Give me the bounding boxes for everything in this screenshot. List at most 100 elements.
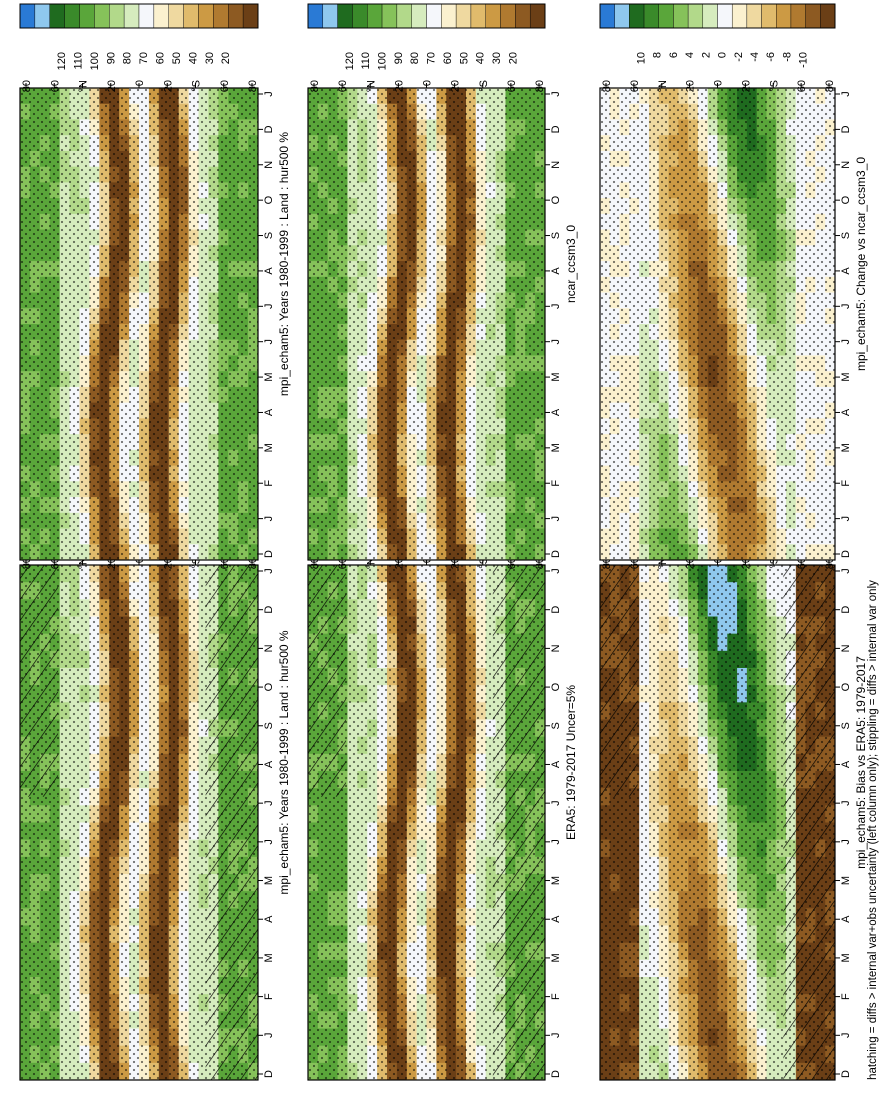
month-tick-label: A: [550, 915, 562, 923]
lat-tick-label: °S: [768, 557, 780, 569]
colorbar-tick-label: 6: [668, 52, 680, 58]
lat-tick-label: 80: [534, 80, 546, 92]
colorbar-swatch: [529, 3, 546, 29]
month-tick-label: O: [550, 195, 562, 204]
month-tick-label: A: [550, 267, 562, 275]
month-tick-label: M: [550, 876, 562, 885]
hatching-overlay: [600, 565, 638, 797]
figure-footer: hatching = diffs > internal var+obs unce…: [867, 580, 879, 1080]
colorbar: 10 8 6 4 2 0 -2 -4 -6 -8 -10: [599, 3, 836, 68]
colorbar-swatch: [109, 3, 125, 29]
lat-tick-label: 60: [49, 80, 61, 92]
colorbar-tick-label: 100: [89, 52, 101, 70]
lat-tick-label: 80: [247, 80, 259, 92]
month-tick-label: M: [263, 372, 275, 381]
lat-tick-label: °S: [478, 557, 490, 569]
month-tick-label: A: [550, 408, 562, 416]
lat-tick-label: °N: [657, 80, 669, 92]
lat-tick-label: 60: [337, 80, 349, 92]
month-tick-label: J: [263, 568, 275, 574]
month-tick-label: F: [840, 480, 852, 487]
month-tick-label: J: [263, 91, 275, 97]
colorbar-swatch: [381, 3, 398, 29]
colorbar-tick-label: 100: [377, 52, 389, 70]
colorbar: 120 110 100 90 80 70 60 50 40 30 20: [19, 3, 259, 70]
colorbar-tick-label: 4: [684, 52, 696, 58]
panels: 8060°N20020°S6080DJFMAMJJASONDJmpi_echam…: [19, 3, 868, 1081]
month-tick-label: J: [840, 339, 852, 345]
lat-tick-label: 60: [629, 80, 641, 92]
colorbar-tick-label: 50: [458, 52, 470, 64]
colorbar-tick-label: -8: [781, 52, 793, 62]
hatching-overlay: [20, 565, 59, 797]
colorbar-tick-label: 0: [717, 52, 729, 58]
colorbar-swatch: [64, 3, 80, 29]
colorbar-tick-label: 80: [409, 52, 421, 64]
colorbar-swatch: [138, 3, 155, 29]
month-tick-label: J: [263, 516, 275, 522]
colorbar-swatch: [790, 3, 806, 29]
month-tick-label: D: [263, 550, 275, 558]
colorbar-tick-label: 110: [360, 52, 372, 70]
chart-panel-1: 8060°N20020°S6080DJFMAMJJASONDJmpi_echam…: [19, 557, 291, 1081]
month-tick-label: A: [263, 760, 275, 768]
lat-tick-label: 60: [506, 80, 518, 92]
colorbar-tick-label: 110: [72, 52, 84, 70]
month-tick-label: M: [263, 443, 275, 452]
month-tick-label: F: [550, 480, 562, 487]
colorbar-frame: [599, 3, 836, 29]
month-tick-label: N: [550, 644, 562, 652]
month-tick-label: J: [550, 91, 562, 97]
lat-tick-label: 60: [219, 80, 231, 92]
chart-panel-2: 80 60 °N 20 0 20 °S 60 80DJFMAMJJASONDJmpi_echam…: [19, 3, 291, 561]
month-tick-label: S: [263, 232, 275, 239]
month-tick-label: F: [263, 993, 275, 1000]
lat-tick-label: 80: [309, 80, 321, 92]
colorbar-tick-label: 120: [56, 52, 68, 70]
month-tick-label: J: [263, 800, 275, 806]
month-tick-label: J: [550, 568, 562, 574]
colorbar-swatch: [153, 3, 169, 29]
month-tick-label: J: [550, 339, 562, 345]
month-tick-label: N: [840, 644, 852, 652]
month-tick-label: J: [263, 339, 275, 345]
colorbar-swatch: [242, 3, 259, 29]
month-tick-label: S: [550, 722, 562, 729]
month-tick-label: S: [263, 722, 275, 729]
colorbar-tick-label: 30: [491, 52, 503, 64]
colorbar-tick-label: 70: [138, 52, 150, 64]
colorbar-swatch: [614, 3, 630, 29]
colorbar-tick-label: 10: [636, 52, 648, 64]
colorbar-swatch: [470, 3, 486, 29]
colorbar-swatch: [123, 3, 140, 29]
colorbar-tick-label: 2: [700, 52, 712, 58]
month-tick-label: A: [840, 408, 852, 416]
colorbar-swatch: [776, 3, 792, 29]
colorbar-swatch: [337, 3, 353, 29]
month-tick-label: O: [840, 682, 852, 691]
colorbar-swatch: [500, 3, 516, 29]
month-tick-label: J: [840, 1033, 852, 1039]
panel-title: mpi_echam5: Years 1980-1999 : Land : hur…: [277, 132, 291, 397]
hatching-overlay: [205, 565, 258, 1080]
hatching-overlay: [783, 565, 835, 1080]
lat-tick-label: 0: [713, 80, 725, 86]
lat-tick-label: 80: [824, 80, 836, 92]
month-tick-label: J: [263, 304, 275, 310]
month-tick-label: D: [550, 125, 562, 133]
colorbar-swatch: [643, 3, 659, 29]
month-tick-label: M: [550, 372, 562, 381]
colorbar-swatch: [94, 3, 110, 29]
colorbar-tick-label: 40: [187, 52, 199, 64]
colorbar-tick-label: -10: [798, 52, 810, 68]
month-tick-label: J: [840, 839, 852, 845]
month-tick-label: N: [840, 161, 852, 169]
month-tick-label: J: [550, 516, 562, 522]
colorbar-swatch: [441, 3, 457, 29]
lat-tick-label: 0: [422, 80, 434, 86]
lat-tick-label: 20: [393, 80, 405, 92]
colorbar-swatch: [228, 3, 244, 29]
month-tick-label: O: [263, 195, 275, 204]
